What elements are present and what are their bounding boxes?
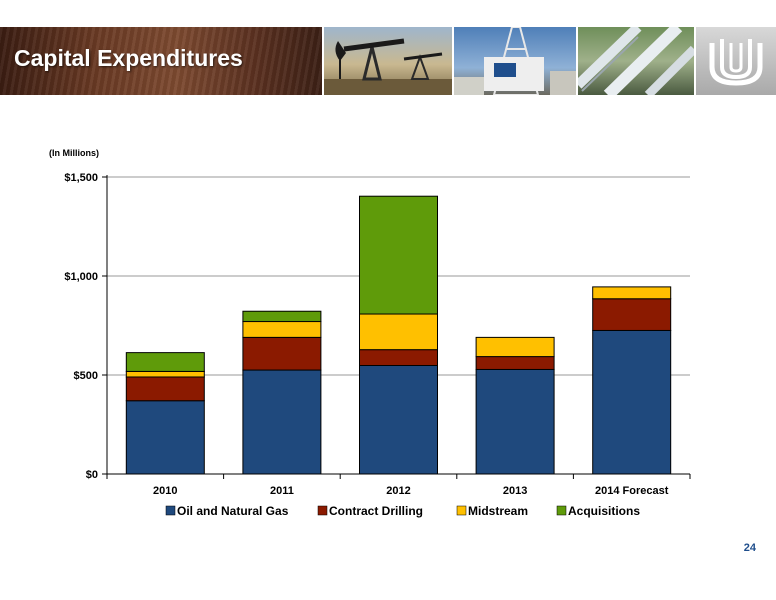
- bar-segment: [592, 298, 672, 331]
- company-logo: [696, 27, 776, 95]
- x-tick-label: 2010: [153, 485, 177, 497]
- bar-segment: [359, 313, 438, 351]
- legend-label: Midstream: [468, 504, 528, 518]
- bar-segment: [242, 336, 322, 371]
- pipeline-photo: [578, 27, 694, 95]
- legend-label: Oil and Natural Gas: [177, 504, 289, 518]
- legend-swatch: [456, 505, 467, 516]
- x-tick-label: 2014 Forecast: [595, 485, 669, 497]
- bar-segment: [475, 356, 555, 370]
- legend-swatch: [165, 505, 176, 516]
- page-title: Capital Expenditures: [14, 45, 243, 71]
- y-tick-label: $0: [86, 469, 98, 481]
- title-panel: Capital Expenditures: [0, 27, 322, 95]
- legend-swatch: [556, 505, 567, 516]
- page-number: 24: [743, 542, 756, 554]
- y-tick-label: $1,500: [64, 172, 98, 184]
- legend-label: Contract Drilling: [329, 504, 423, 518]
- y-tick-label: $1,000: [64, 271, 98, 283]
- bar-segment: [592, 286, 672, 300]
- legend-swatch: [317, 505, 328, 516]
- bar-segment: [242, 369, 322, 475]
- bar-segment: [475, 336, 555, 358]
- bar-segment: [125, 370, 205, 378]
- x-tick-label: 2012: [386, 485, 410, 497]
- bar-segment: [242, 321, 322, 338]
- y-tick-label: $500: [74, 370, 98, 382]
- drilling-rig-photo: [454, 27, 576, 95]
- bar-segment: [242, 310, 322, 323]
- capex-stacked-bar-chart: $0 $500 $1,000 $1,500 2010 2011 2012 2013 2014 F…: [64, 172, 691, 518]
- bar-segment: [475, 368, 555, 475]
- bar-segment: [359, 195, 438, 315]
- x-tick-label: 2011: [270, 485, 294, 497]
- bar-segment: [125, 400, 205, 475]
- legend-label: Acquisitions: [568, 504, 640, 518]
- bar-segment: [125, 376, 205, 402]
- bar-segment: [125, 352, 205, 372]
- pumpjack-photo: [324, 27, 452, 95]
- bar-segment: [359, 349, 438, 366]
- bar-segment: [359, 364, 438, 475]
- bar-segment: [592, 329, 672, 475]
- header-banner: Capital Expenditures: [0, 27, 776, 95]
- x-tick-label: 2013: [503, 485, 527, 497]
- units-note: (In Millions): [49, 148, 99, 158]
